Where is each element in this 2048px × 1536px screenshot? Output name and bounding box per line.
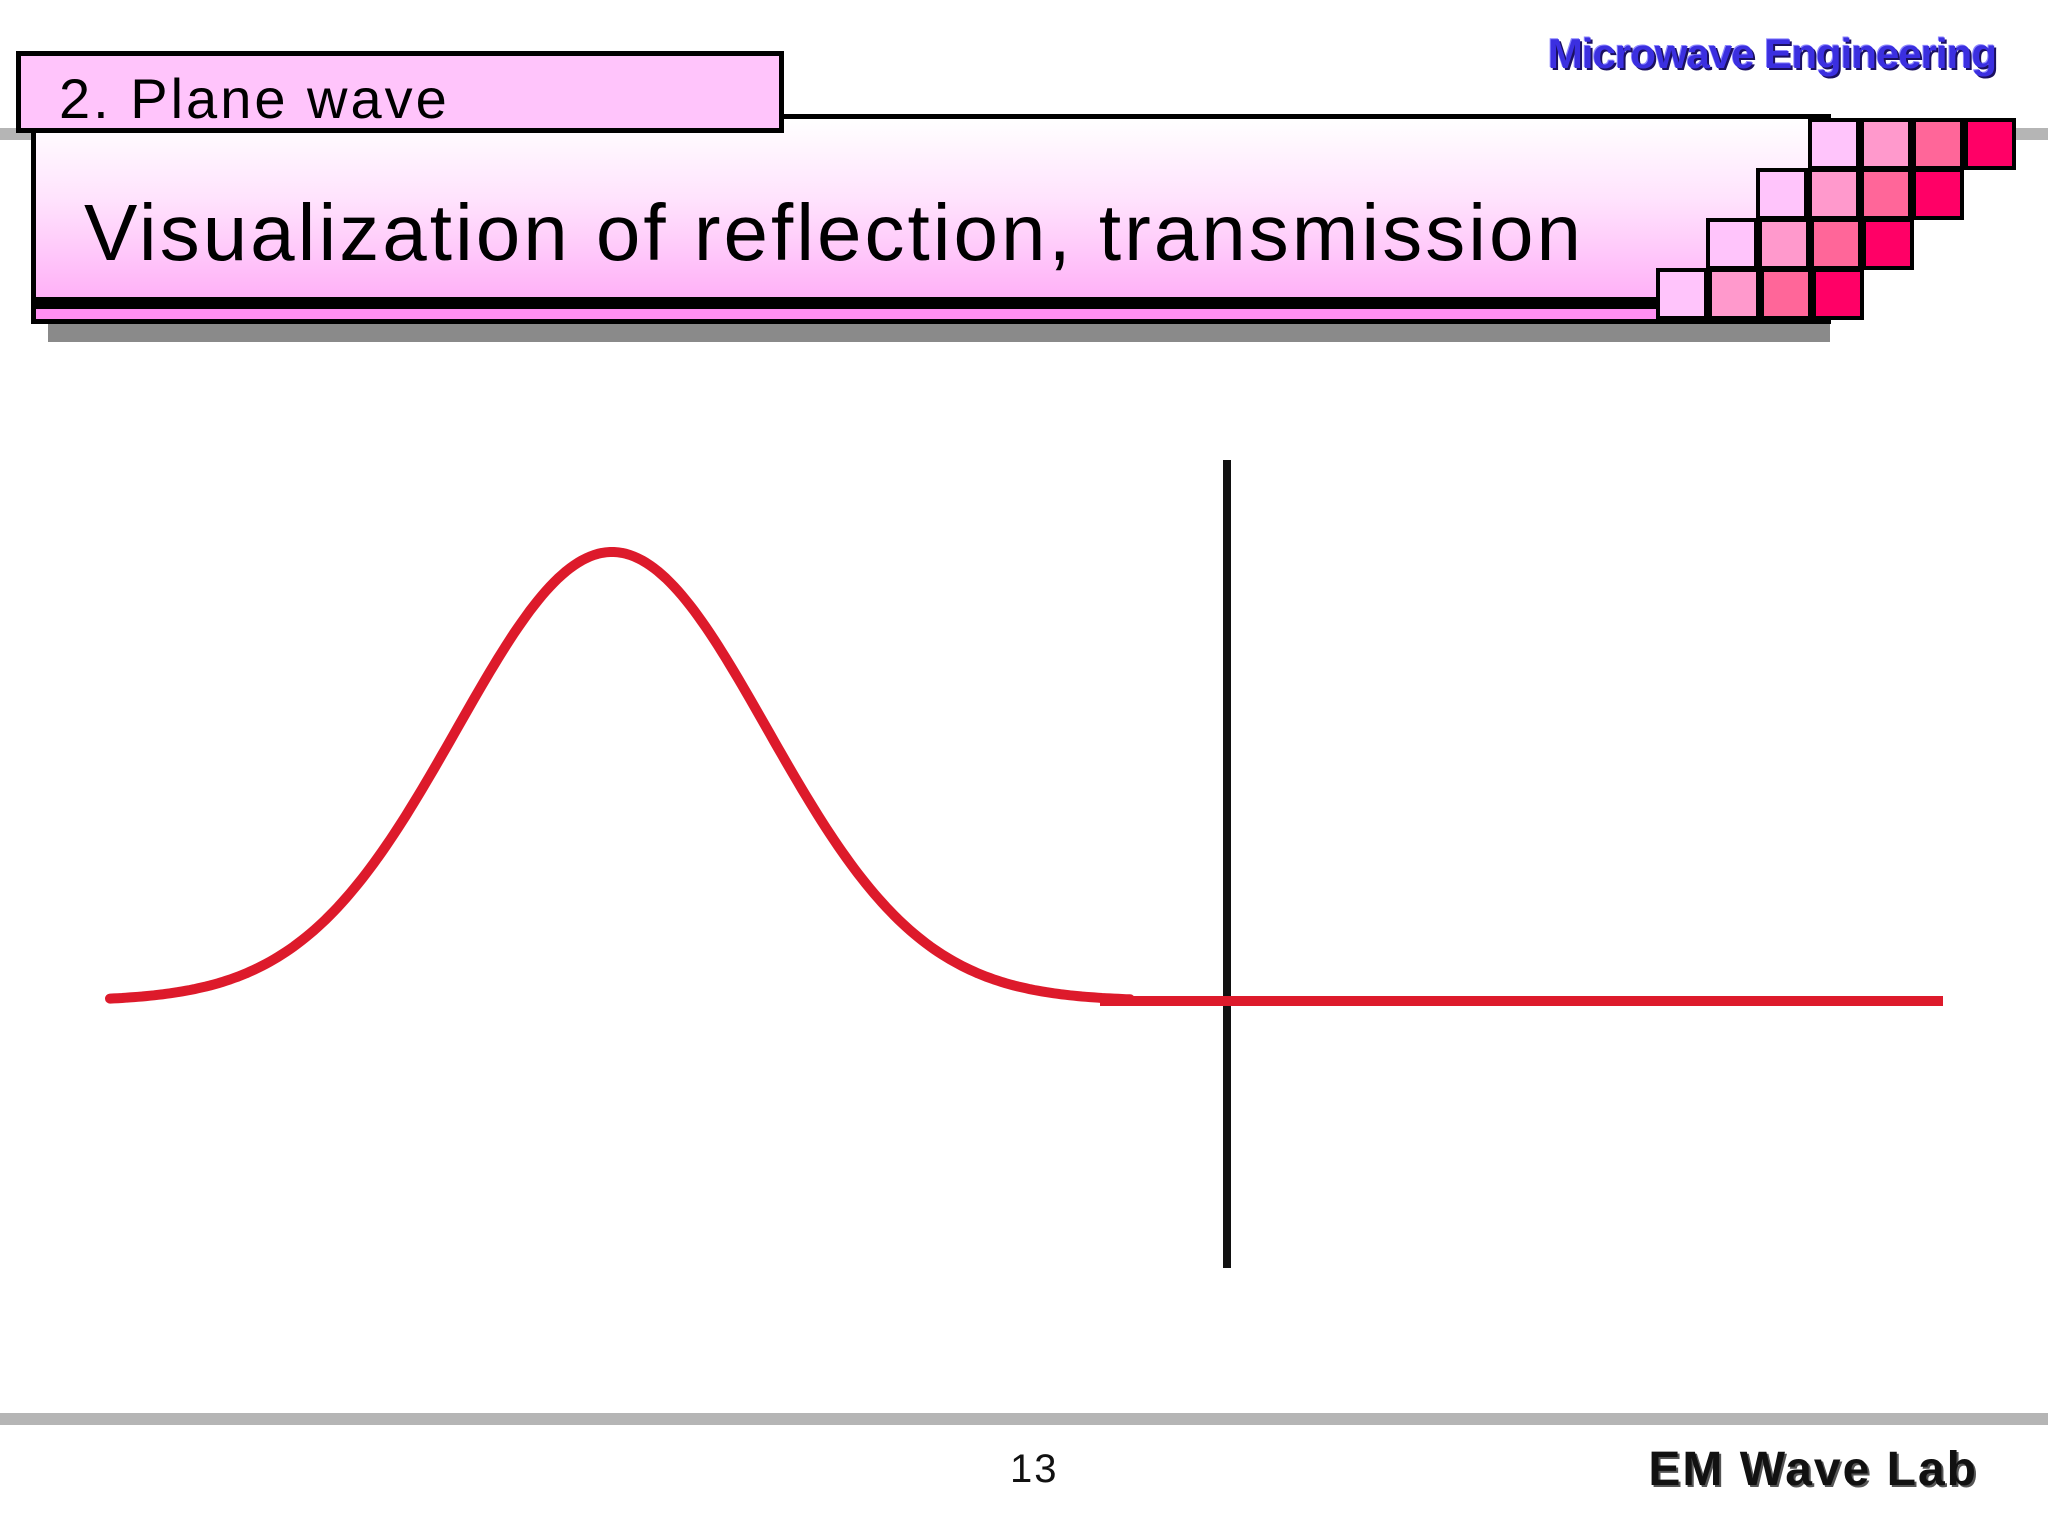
- title-band-shadow: [48, 322, 1830, 342]
- section-label: 2. Plane wave: [59, 67, 450, 130]
- title-underline-accent: [36, 309, 1826, 319]
- section-tab: 2. Plane wave: [16, 51, 784, 133]
- lab-name: EM Wave Lab: [1648, 1443, 1978, 1496]
- footer-rule: [0, 1413, 2048, 1425]
- course-title: Microwave Engineering: [1547, 30, 1997, 77]
- title-band: Visualization of reflection, transmissio…: [31, 114, 1831, 324]
- title-underline: [36, 297, 1826, 309]
- slide-title: Visualization of reflection, transmissio…: [84, 188, 1584, 277]
- incident-pulse: [105, 547, 1135, 1005]
- page-number: 13: [1010, 1447, 1059, 1491]
